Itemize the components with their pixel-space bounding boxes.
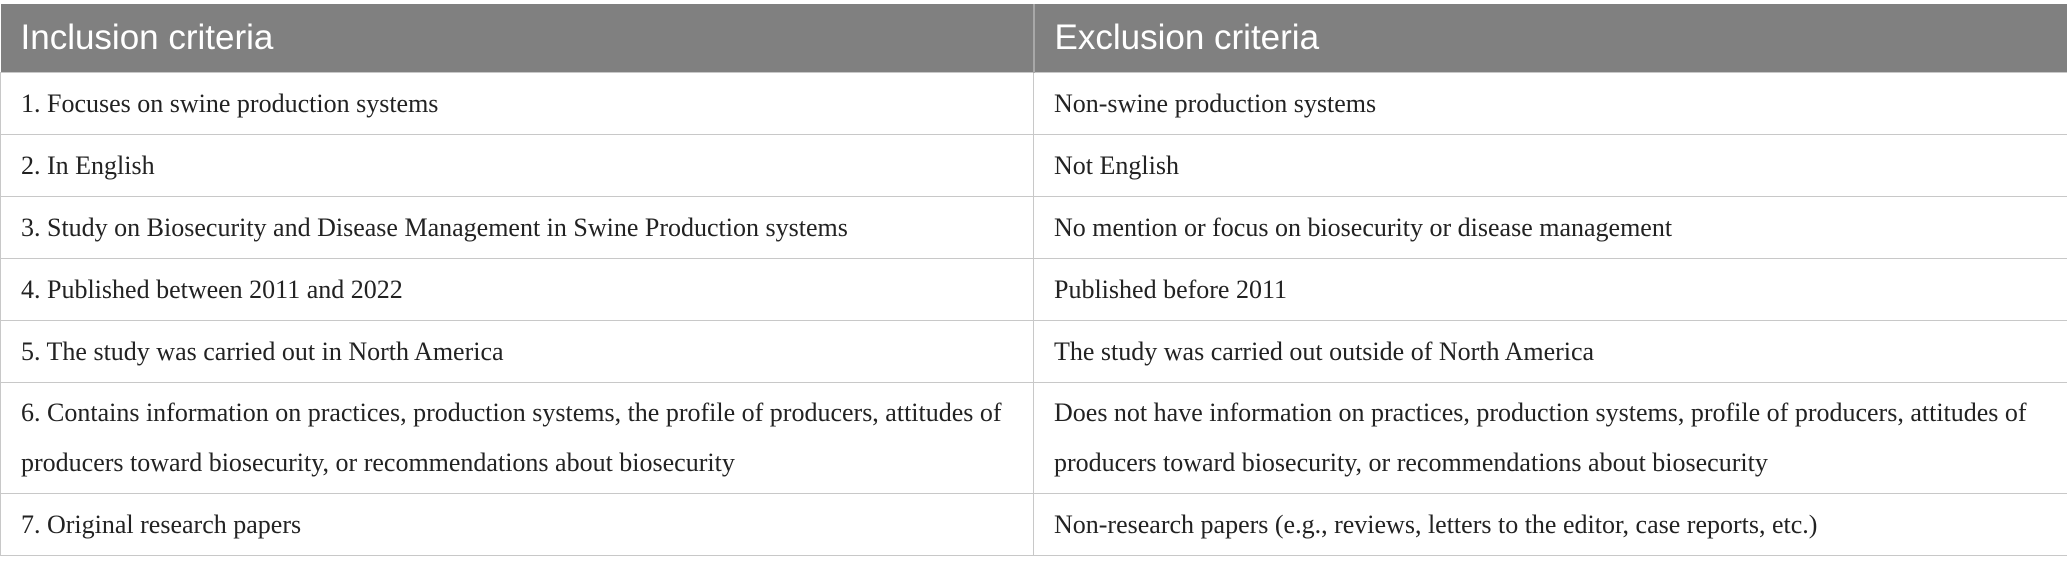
inclusion-cell: 3. Study on Biosecurity and Disease Mana… (0, 196, 1034, 259)
header-row: Inclusion criteria Exclusion criteria (0, 4, 2067, 73)
table-row: 3. Study on Biosecurity and Disease Mana… (0, 196, 2067, 259)
inclusion-cell: 2. In English (0, 134, 1034, 197)
inclusion-cell: 5. The study was carried out in North Am… (0, 320, 1034, 383)
table-row: 1. Focuses on swine production systems N… (0, 72, 2067, 135)
inclusion-cell: 7. Original research papers (0, 493, 1034, 556)
table-row: 6. Contains information on practices, pr… (0, 382, 2067, 494)
inclusion-cell: 6. Contains information on practices, pr… (0, 382, 1034, 494)
exclusion-cell: Not English (1033, 134, 2067, 197)
criteria-table: Inclusion criteria Exclusion criteria 1.… (0, 4, 2067, 556)
inclusion-cell: 4. Published between 2011 and 2022 (0, 258, 1034, 321)
exclusion-cell: Non-research papers (e.g., reviews, lett… (1033, 493, 2067, 556)
table-row: 2. In English Not English (0, 134, 2067, 197)
table-row: 5. The study was carried out in North Am… (0, 320, 2067, 383)
table-row: 7. Original research papers Non-research… (0, 493, 2067, 556)
header-inclusion: Inclusion criteria (0, 4, 1035, 73)
table-body: 1. Focuses on swine production systems N… (0, 72, 2067, 556)
header-exclusion: Exclusion criteria (1033, 4, 2067, 73)
exclusion-cell: The study was carried out outside of Nor… (1033, 320, 2067, 383)
table-header: Inclusion criteria Exclusion criteria (0, 4, 2067, 73)
table-row: 4. Published between 2011 and 2022 Publi… (0, 258, 2067, 321)
exclusion-cell: Does not have information on practices, … (1033, 382, 2067, 494)
exclusion-cell: Non-swine production systems (1033, 72, 2067, 135)
inclusion-cell: 1. Focuses on swine production systems (0, 72, 1034, 135)
exclusion-cell: No mention or focus on biosecurity or di… (1033, 196, 2067, 259)
exclusion-cell: Published before 2011 (1033, 258, 2067, 321)
